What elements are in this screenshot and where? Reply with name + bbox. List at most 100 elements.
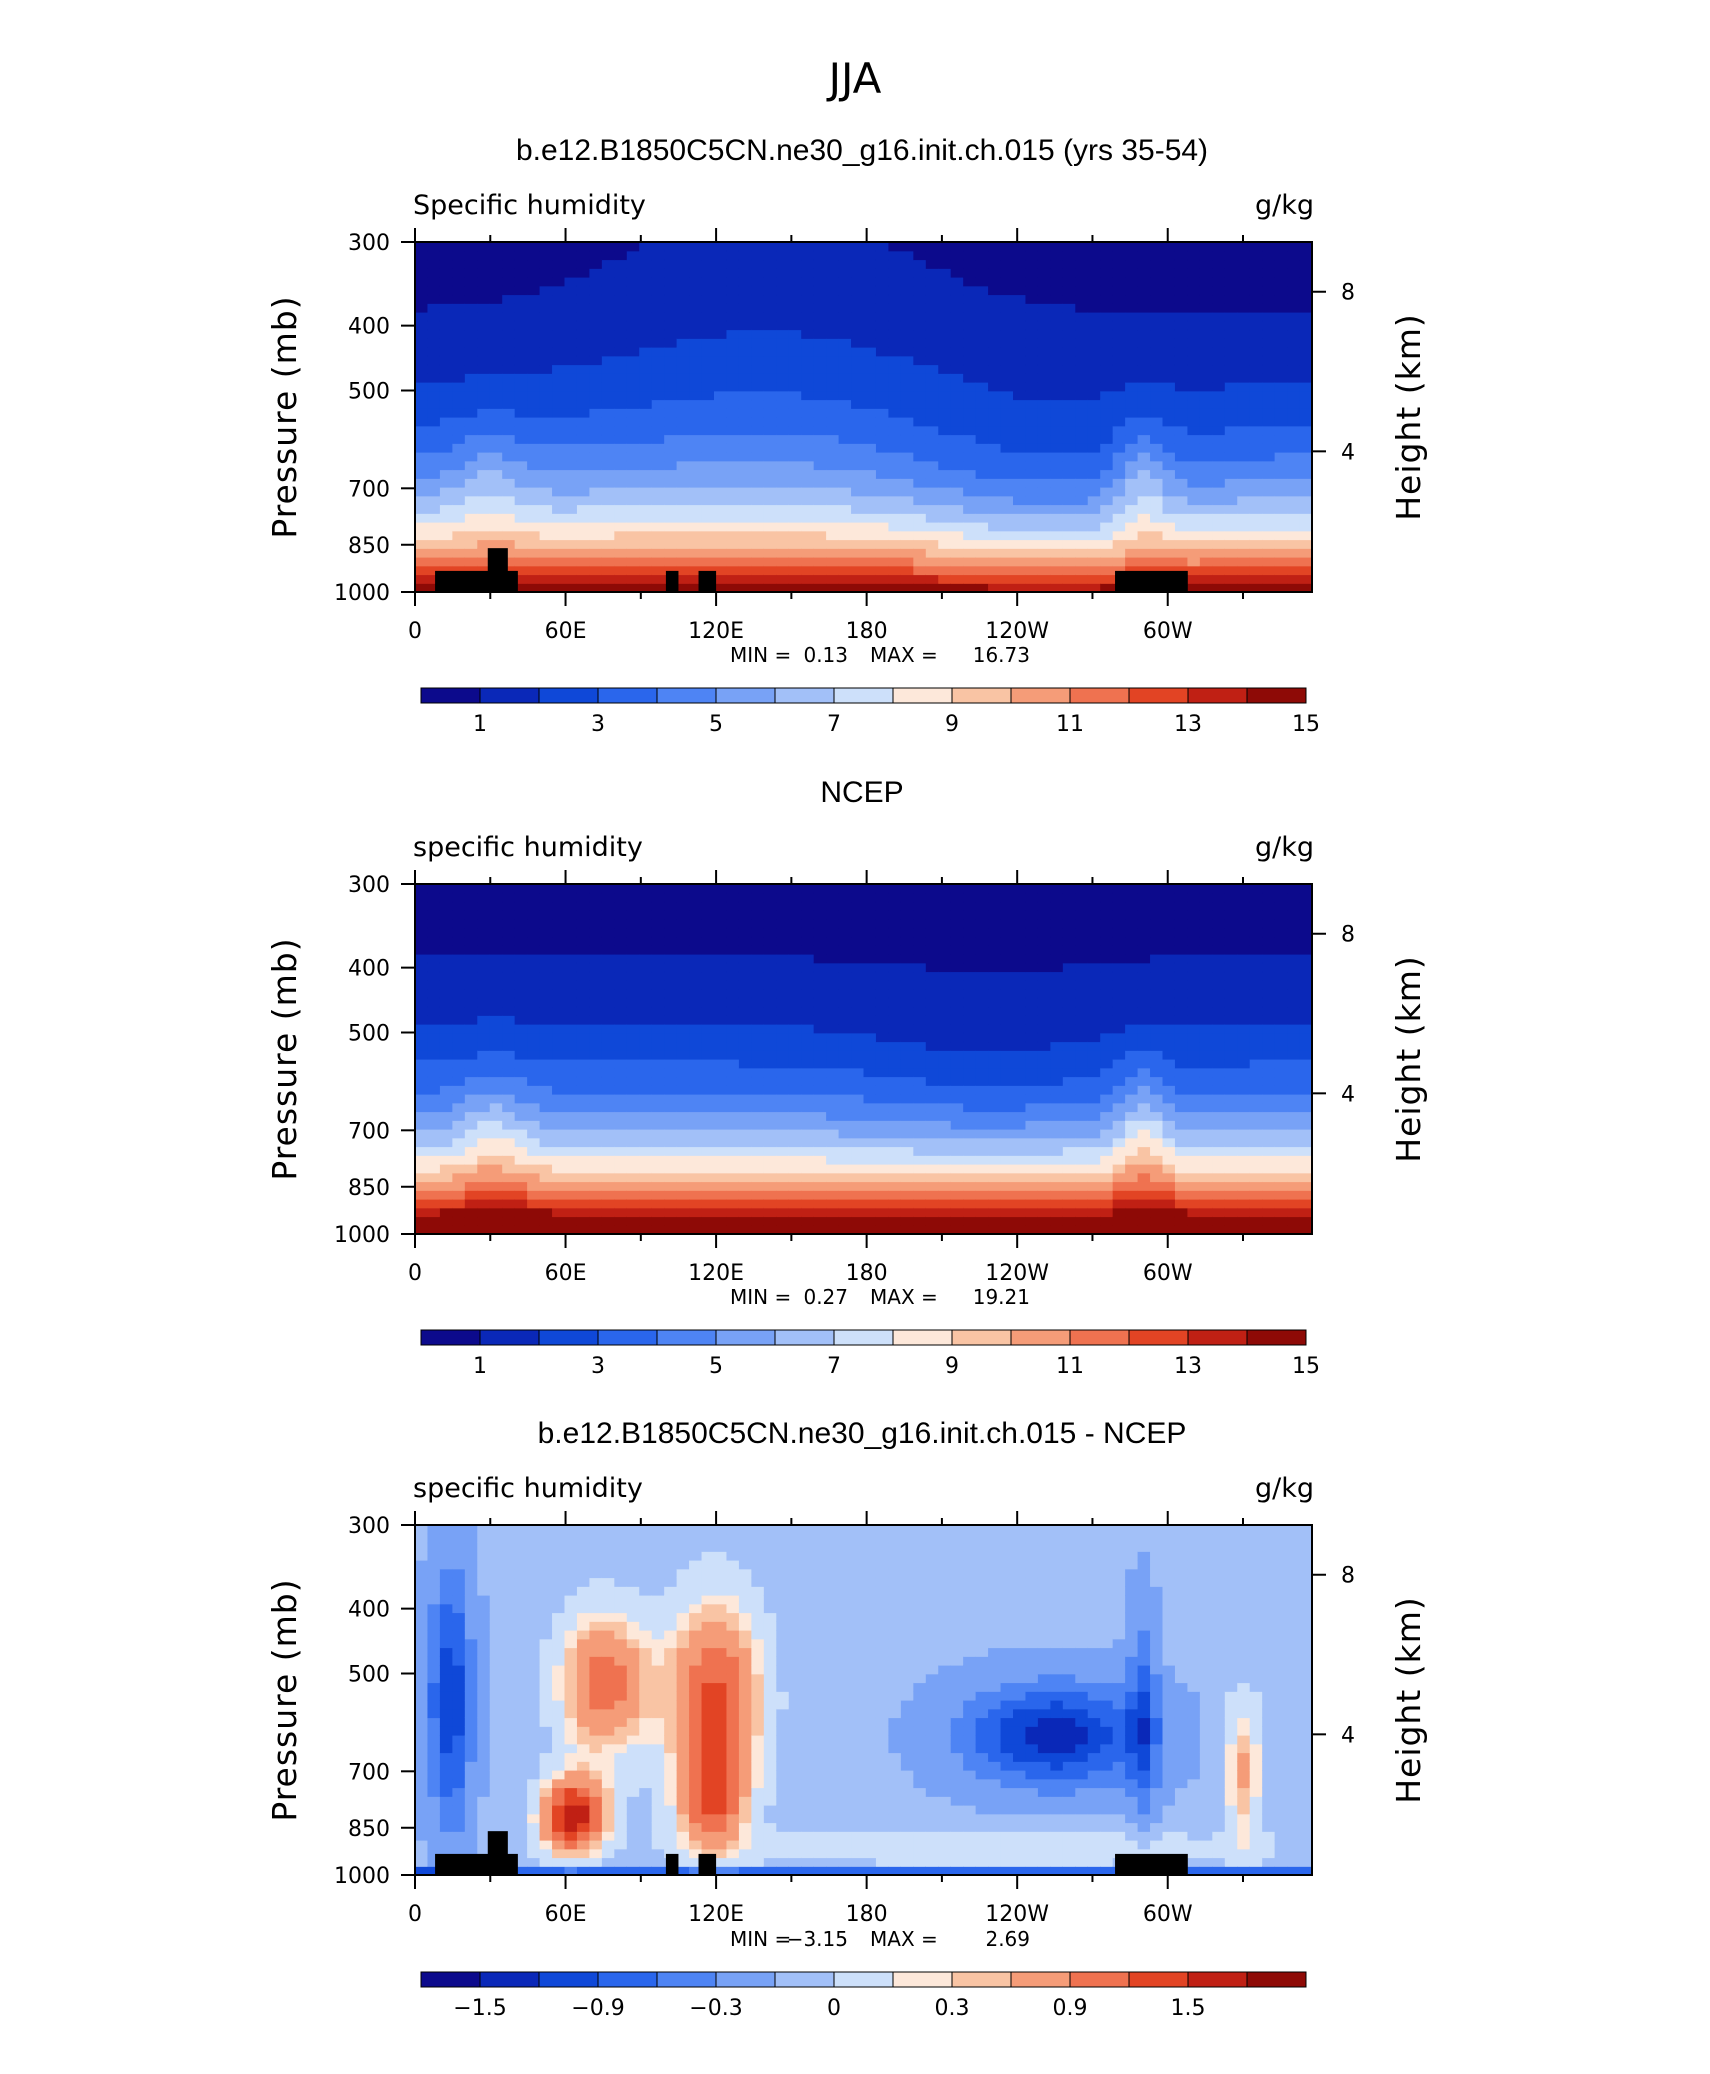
heatmap-cell: [988, 460, 1002, 471]
heatmap-cell: [751, 259, 765, 269]
heatmap-cell: [1199, 443, 1213, 453]
heatmap-cell: [415, 303, 429, 313]
heatmap-cell: [564, 1120, 578, 1130]
heatmap-cell: [439, 285, 453, 296]
heatmap-cell: [639, 443, 653, 453]
heatmap-cell: [564, 574, 578, 584]
heatmap-cell: [988, 1129, 1002, 1139]
heatmap-cell: [1274, 548, 1288, 558]
heatmap-cell: [826, 1155, 840, 1165]
heatmap-cell: [689, 1164, 703, 1174]
heatmap-cell: [913, 927, 927, 938]
heatmap-cell: [651, 971, 665, 981]
heatmap-cell: [689, 390, 703, 401]
heatmap-cell: [464, 338, 478, 348]
heatmap-cell: [950, 919, 964, 929]
heatmap-cell: [963, 980, 977, 990]
heatmap-cell: [1013, 303, 1027, 313]
heatmap-cell: [900, 1172, 914, 1183]
heatmap-cell: [900, 1155, 914, 1165]
heatmap-cell: [676, 452, 690, 462]
heatmap-cell: [788, 997, 802, 1008]
heatmap-cell: [863, 574, 877, 584]
heatmap-cell: [788, 277, 802, 287]
heatmap-cell: [626, 373, 640, 383]
heatmap-cell: [738, 1015, 752, 1025]
heatmap-cell: [502, 936, 516, 946]
heatmap-cell: [988, 565, 1002, 576]
heatmap-cell: [826, 574, 840, 584]
heatmap-cell: [950, 1216, 964, 1226]
colorbar-label: 13: [1174, 712, 1202, 737]
heatmap-cell: [801, 373, 815, 383]
heatmap-cell: [913, 364, 927, 374]
heatmap-cell: [601, 997, 615, 1008]
heatmap-cell: [751, 530, 765, 541]
heatmap-cell: [938, 971, 952, 981]
heatmap-cell: [1162, 434, 1176, 444]
heatmap-cell: [888, 574, 902, 584]
heatmap-cell: [838, 1137, 852, 1148]
heatmap-cell: [838, 1181, 852, 1191]
heatmap-cell: [527, 989, 541, 999]
heatmap-cell: [1112, 320, 1126, 331]
heatmap-cell: [826, 1225, 840, 1235]
heatmap-cell: [788, 250, 802, 261]
heatmap-cell: [826, 417, 840, 427]
heatmap-cell: [1237, 329, 1251, 339]
heatmap-cell: [776, 1146, 790, 1156]
heatmap-cell: [738, 583, 752, 593]
heatmap-cell: [639, 557, 653, 567]
heatmap-cell: [975, 294, 989, 304]
heatmap-cell: [601, 583, 615, 593]
heatmap-cell: [639, 478, 653, 488]
heatmap-cell: [1100, 530, 1114, 541]
heatmap-cell: [726, 495, 740, 506]
heatmap-cell: [626, 347, 640, 357]
heatmap-cell: [1125, 478, 1139, 488]
heatmap-cell: [788, 399, 802, 409]
heatmap-cell: [913, 452, 927, 462]
heatmap-cell: [527, 469, 541, 479]
heatmap-cell: [589, 954, 603, 964]
heatmap-cell: [664, 425, 678, 436]
heatmap-cell: [1112, 565, 1126, 576]
heatmap-cell: [1013, 338, 1027, 348]
heatmap-cell: [813, 294, 827, 304]
heatmap-cell: [1062, 452, 1076, 462]
heatmap-cell: [751, 565, 765, 576]
heatmap-cell: [1013, 1137, 1027, 1148]
heatmap-cell: [1150, 469, 1164, 479]
heatmap-cell: [975, 1216, 989, 1226]
heatmap-cell: [539, 1067, 553, 1078]
heatmap-cell: [1274, 250, 1288, 261]
heatmap-cell: [651, 1094, 665, 1104]
heatmap-cell: [851, 478, 865, 488]
heatmap-cell: [738, 1120, 752, 1130]
heatmap-cell: [427, 1015, 441, 1025]
heatmap-cell: [1274, 557, 1288, 567]
heatmap-cell: [851, 1094, 865, 1104]
heatmap-cell: [626, 945, 640, 955]
heatmap-cell: [439, 1102, 453, 1113]
heatmap-cell: [788, 1155, 802, 1165]
heatmap-cell: [788, 910, 802, 920]
heatmap-cell: [925, 1085, 939, 1095]
heatmap-cell: [1025, 478, 1039, 488]
heatmap-cell: [1274, 565, 1288, 576]
heatmap-cell: [1037, 1006, 1051, 1016]
heatmap-cell: [676, 1085, 690, 1095]
heatmap-cell: [601, 565, 615, 576]
heatmap-cell: [626, 927, 640, 938]
heatmap-cell: [689, 962, 703, 973]
heatmap-cell: [963, 1050, 977, 1060]
heatmap-cell: [539, 294, 553, 304]
heatmap-cell: [863, 1146, 877, 1156]
heatmap-cell: [776, 460, 790, 471]
heatmap-cell: [1013, 1181, 1027, 1191]
heatmap-cell: [1162, 347, 1176, 357]
heatmap-cell: [863, 989, 877, 999]
heatmap-cell: [776, 242, 790, 252]
heatmap-cell: [439, 962, 453, 973]
heatmap-cell: [689, 1094, 703, 1104]
